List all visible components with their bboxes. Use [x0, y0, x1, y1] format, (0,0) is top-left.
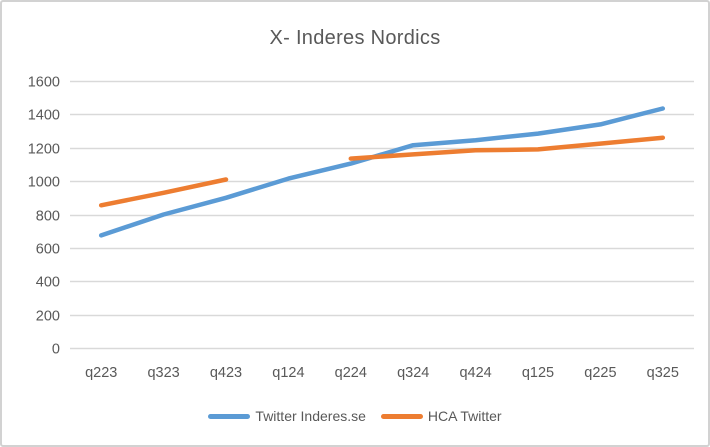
legend: Twitter Inderes.se HCA Twitter	[2, 405, 708, 427]
legend-label: Twitter Inderes.se	[255, 408, 366, 424]
y-axis-tick-label: 400	[36, 275, 60, 291]
x-axis-category-label: q223	[85, 365, 117, 381]
series-line-hca-twitter	[98, 177, 229, 208]
x-axis-category-label: q224	[335, 365, 367, 381]
legend-item-twitter-inderes-se: Twitter Inderes.se	[208, 408, 366, 424]
chart-title: X- Inderes Nordics	[269, 27, 441, 49]
x-axis-category-label: q424	[459, 365, 491, 381]
x-axis-category-label: q323	[147, 365, 179, 381]
y-axis-tick-label: 0	[52, 342, 60, 358]
x-axis-category-label: q125	[522, 365, 554, 381]
y-axis-tick-label: 1600	[28, 75, 60, 91]
y-axis-tick-label: 1400	[28, 108, 60, 124]
series-line-twitter-inderes-se	[98, 106, 666, 238]
x-axis-category-label: q324	[397, 365, 429, 381]
y-axis-tick-label: 1200	[28, 142, 60, 158]
x-axis-category-label: q225	[584, 365, 616, 381]
series-line-hca-twitter	[348, 135, 666, 161]
legend-label: HCA Twitter	[427, 408, 502, 424]
y-axis-tick-label: 600	[36, 242, 60, 258]
x-axis-category-label: q423	[210, 365, 242, 381]
y-axis-tick-label: 200	[36, 309, 60, 325]
legend-swatch-twitter-inderes-se	[208, 413, 251, 419]
y-axis-tick-label: 800	[36, 209, 60, 225]
x-axis-category-label: q124	[272, 365, 304, 381]
y-axis-tick-label: 1000	[28, 175, 60, 191]
legend-swatch-hca-twitter	[380, 413, 423, 419]
legend-item-hca-twitter: HCA Twitter	[380, 408, 502, 424]
x-axis-category-label: q325	[647, 365, 679, 381]
